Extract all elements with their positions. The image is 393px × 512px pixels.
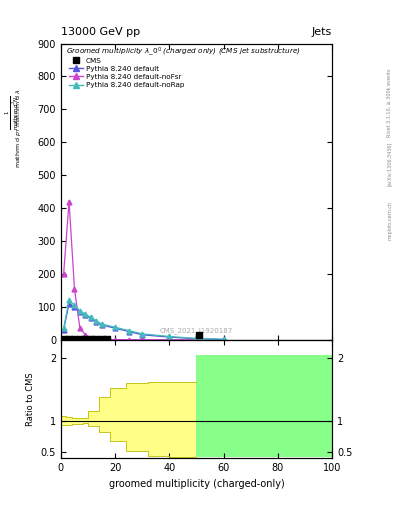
Point <box>98 335 105 343</box>
Text: mcplots.cern.ch: mcplots.cern.ch <box>387 201 392 240</box>
Text: mathrm d $p_\mathrm{T}$ mathrm d $\lambda$: mathrm d $p_\mathrm{T}$ mathrm d $\lambd… <box>14 88 23 168</box>
Text: $\frac{1}{\mathrm{mathrm}\,d^2N}$: $\frac{1}{\mathrm{mathrm}\,d^2N}$ <box>4 95 21 130</box>
Text: 13000 GeV pp: 13000 GeV pp <box>61 27 140 37</box>
Point <box>61 335 67 343</box>
Text: Groomed multiplicity $\lambda\_0^0$ (charged only) (CMS jet substructure): Groomed multiplicity $\lambda\_0^0$ (cha… <box>66 45 301 58</box>
Point <box>72 335 78 343</box>
Point <box>66 335 72 343</box>
Point <box>77 335 83 343</box>
Y-axis label: Ratio to CMS: Ratio to CMS <box>26 372 35 426</box>
Point <box>88 335 94 343</box>
Point <box>104 335 110 343</box>
Point <box>196 331 202 339</box>
Text: Rivet 3.1.10, ≥ 300k events: Rivet 3.1.10, ≥ 300k events <box>387 68 392 137</box>
X-axis label: groomed multiplicity (charged-only): groomed multiplicity (charged-only) <box>108 479 285 488</box>
Text: [arXiv:1306.3436]: [arXiv:1306.3436] <box>387 142 392 186</box>
Point <box>93 335 99 343</box>
Text: Jets: Jets <box>312 27 332 37</box>
Point <box>82 335 88 343</box>
Legend: CMS, Pythia 8.240 default, Pythia 8.240 default-noFsr, Pythia 8.240 default-noRa: CMS, Pythia 8.240 default, Pythia 8.240 … <box>67 56 186 90</box>
Text: CMS_2021_I1920187: CMS_2021_I1920187 <box>160 327 233 334</box>
